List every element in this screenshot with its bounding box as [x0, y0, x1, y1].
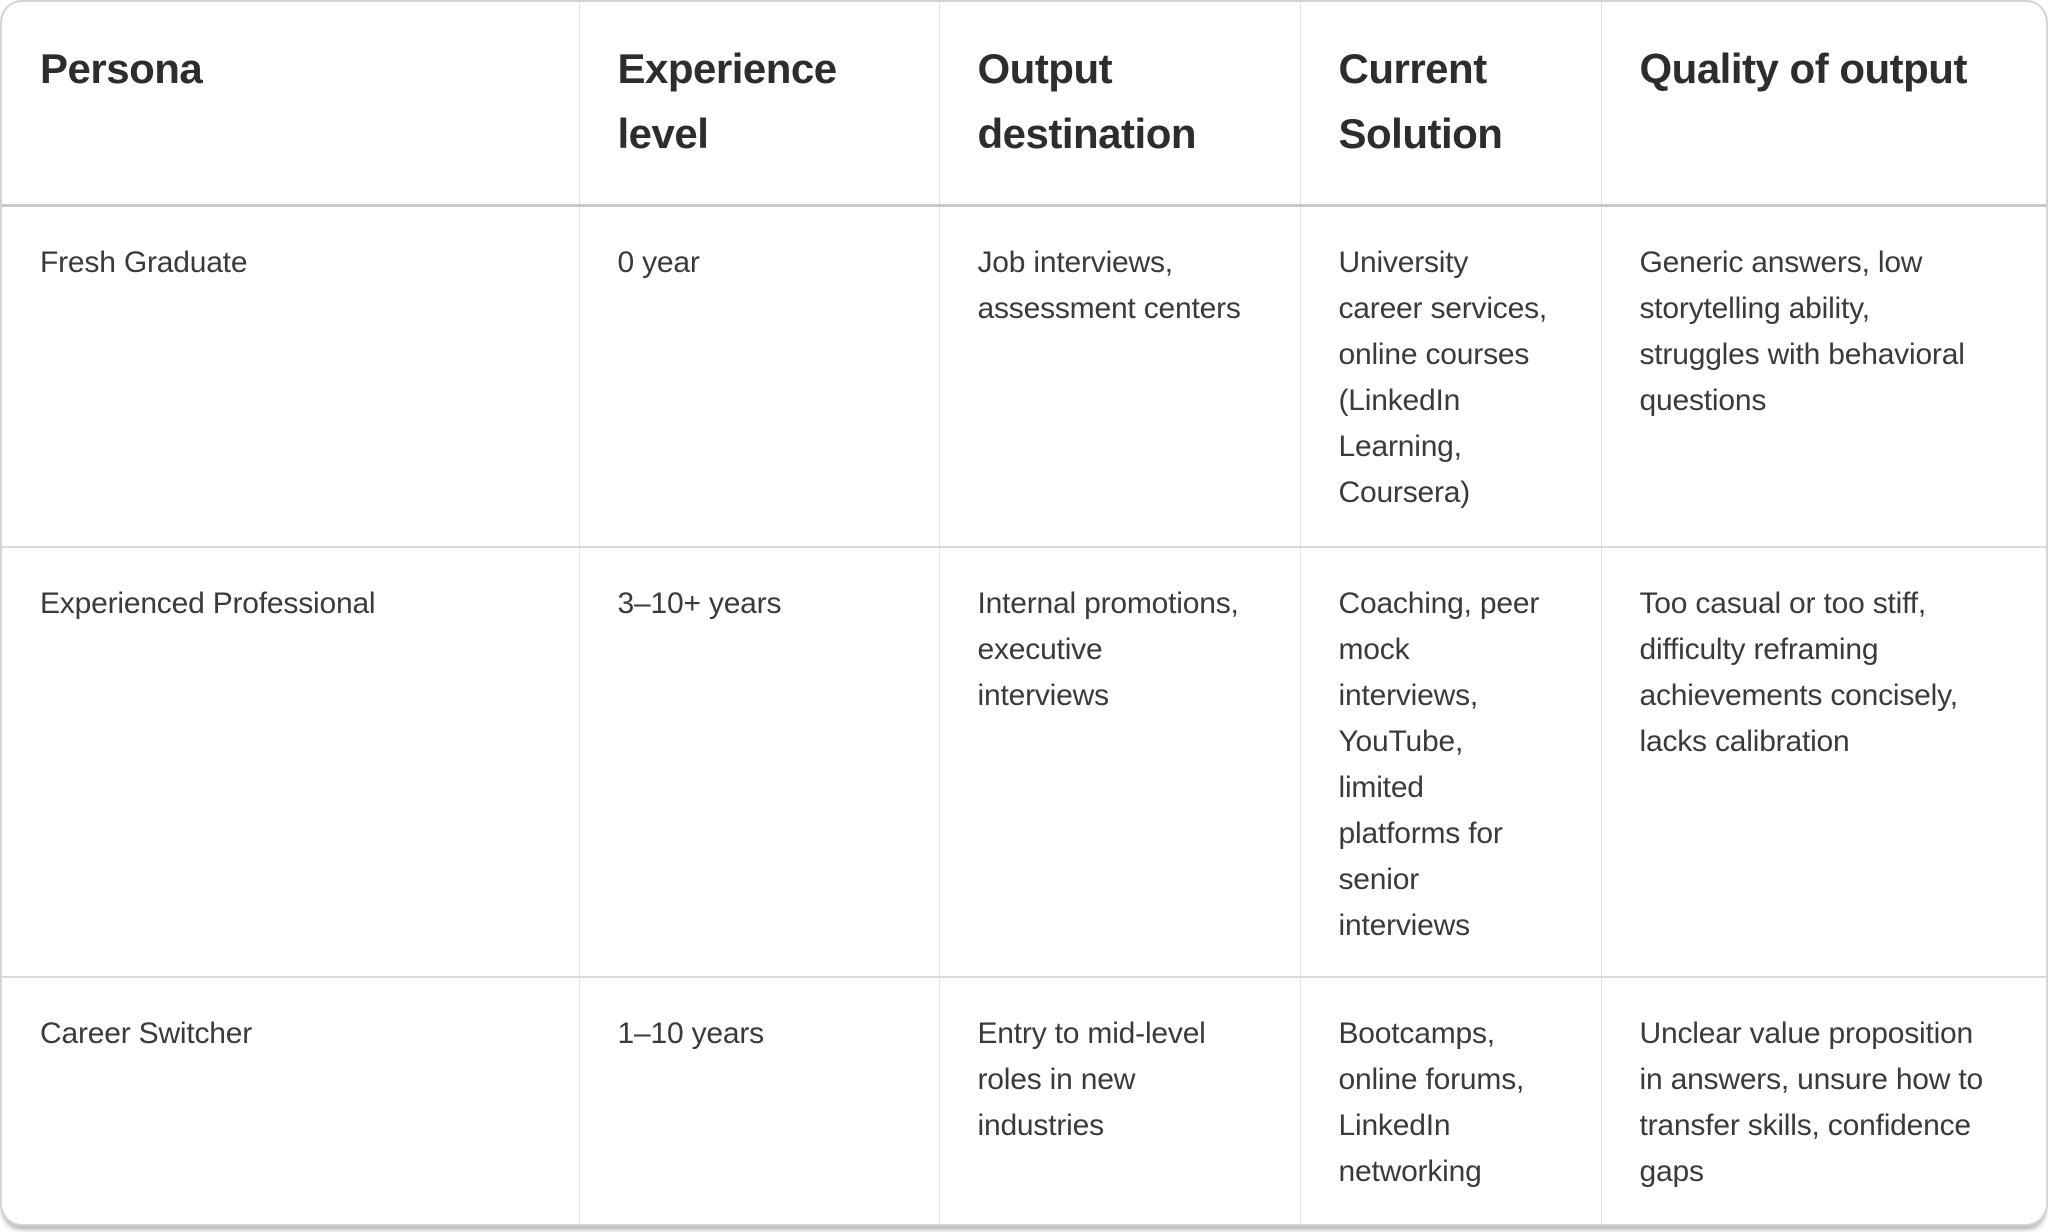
header-cell-solution: Current Solution	[1300, 2, 1602, 207]
header-cell-experience: Experience level	[579, 2, 940, 207]
cell-quality: Generic answers, low storytelling abilit…	[1601, 205, 2046, 548]
cell-destination: Internal promotions, executive interview…	[939, 547, 1301, 978]
header-cell-quality: Quality of output	[1601, 2, 2046, 207]
cell-persona: Fresh Graduate	[2, 205, 580, 548]
table-header: Persona Experience level Output destinat…	[2, 2, 2046, 207]
cell-persona: Experienced Professional	[2, 547, 580, 978]
cell-experience: 3–10+ years	[579, 547, 940, 978]
header-cell-persona: Persona	[2, 2, 580, 207]
table-row-career-switcher: Career Switcher 1–10 years Entry to mid-…	[2, 977, 2046, 1224]
table-row-experienced-professional: Experienced Professional 3–10+ years Int…	[2, 547, 2046, 978]
cell-persona: Career Switcher	[2, 977, 580, 1224]
cell-quality: Unclear value proposition in answers, un…	[1639, 1017, 1984, 1188]
cell-experience: 0 year	[579, 205, 940, 548]
cell-quality: Too casual or too stiff, difficulty refr…	[1601, 547, 2046, 978]
cell-destination: Entry to mid-level roles in new industri…	[939, 977, 1301, 1224]
cell-solution: Coaching, peer mock interviews, YouTube,…	[1300, 547, 1602, 978]
cell-destination: Job interviews, assessment centers	[939, 205, 1301, 548]
header-cell-destination: Output destination	[939, 2, 1301, 207]
header-row: Persona Experience level Output destinat…	[2, 2, 2046, 207]
table-body: Fresh Graduate 0 year Job interviews, as…	[2, 205, 2046, 1224]
cell-solution: University career services, online cours…	[1300, 205, 1602, 548]
cell-solution: Bootcamps, online forums, LinkedIn netwo…	[1300, 977, 1602, 1224]
cell-experience: 1–10 years	[579, 977, 940, 1224]
table-row-fresh-graduate: Fresh Graduate 0 year Job interviews, as…	[2, 205, 2046, 548]
